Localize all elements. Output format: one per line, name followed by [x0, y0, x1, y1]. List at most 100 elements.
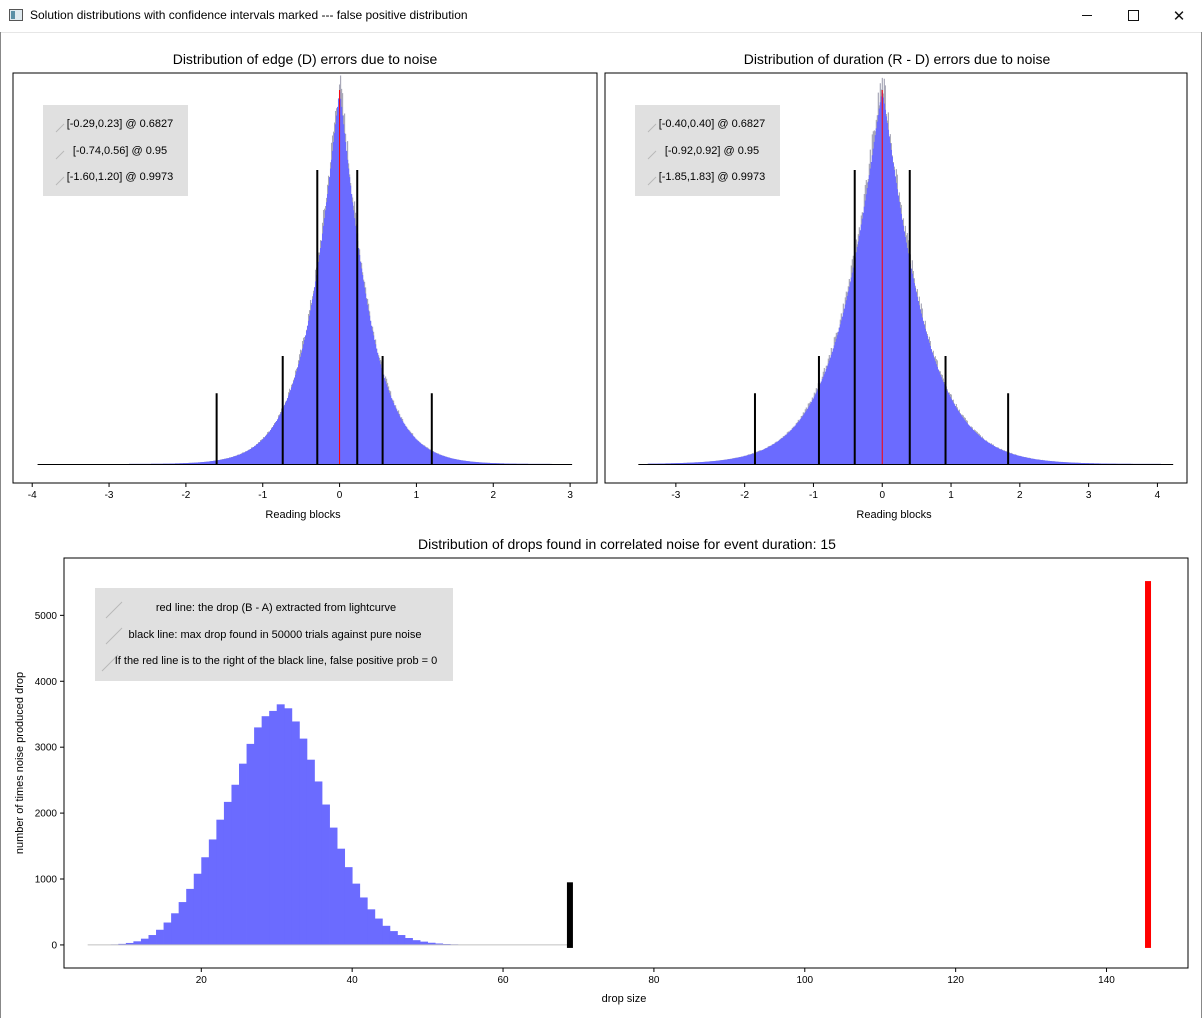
drop-bin-bar: [397, 935, 406, 945]
x-tick-label: -3: [105, 490, 114, 501]
legend-entry-duration-2: [-0.92,0.92] @ 0.95: [665, 145, 759, 157]
app-icon: [9, 9, 23, 21]
histogram-drops: [95, 704, 504, 945]
histogram-duration: [647, 77, 1171, 464]
duration-error-chart: Distribution of duration (R - D) errors …: [604, 51, 1188, 521]
x-axis-ticks-edge: -4 -3 -2 -1 0 1 2 3: [28, 483, 573, 501]
drop-bin-bar: [254, 727, 263, 945]
minimize-button[interactable]: [1064, 0, 1110, 31]
drop-distribution-chart: Distribution of drops found in correlate…: [14, 536, 1189, 1005]
legend-swatch-edge-3: [55, 176, 65, 186]
legend-entry-edge-3: [-1.60,1.20] @ 0.9973: [67, 171, 174, 183]
drop-bin-bar: [163, 922, 172, 945]
drop-bin-bar: [148, 935, 157, 945]
window-border-left: [0, 32, 1, 1018]
x-axis-label-duration: Reading blocks: [856, 509, 932, 521]
x-tick-label: 120: [947, 975, 964, 986]
x-tick-label: 0: [337, 490, 343, 501]
drop-bin-bar: [223, 801, 232, 945]
x-tick-label: 100: [796, 975, 813, 986]
drop-bin-bar: [178, 902, 187, 945]
drop-bin-bar: [201, 857, 210, 945]
maximize-icon: [1127, 10, 1139, 21]
x-axis-label-drops: drop size: [602, 993, 647, 1005]
drop-bin-bar: [186, 888, 195, 945]
histogram-bins: [74, 92, 571, 464]
y-tick-label: 1000: [35, 875, 58, 886]
x-tick-label: 1: [948, 490, 954, 501]
x-tick-label: -2: [740, 490, 749, 501]
drop-bin-bar: [344, 867, 353, 945]
legend-drops: red line: the drop (B - A) extracted fro…: [95, 588, 453, 681]
legend-swatch-duration-2: [647, 150, 657, 160]
legend-swatch-drops-3: [101, 654, 119, 672]
drop-bin-bar: [246, 743, 255, 945]
drop-bin-bar: [337, 848, 346, 945]
maximize-button[interactable]: [1110, 0, 1156, 31]
x-tick-label: 0: [879, 490, 885, 501]
y-tick-label: 0: [51, 940, 57, 951]
drop-bin-bar: [156, 929, 164, 945]
legend-box-duration: [635, 105, 780, 196]
interval-bars-edge: [215, 170, 433, 464]
legend-entry-drops-1: red line: the drop (B - A) extracted fro…: [156, 602, 396, 614]
legend-swatch-duration-1: [647, 123, 657, 133]
legend-swatch-edge-1: [55, 123, 65, 133]
drop-bin-bar: [216, 819, 225, 945]
close-icon: ✕: [1172, 7, 1186, 25]
red-line-extracted-drop: [1145, 581, 1152, 948]
legend-swatch-drops-1: [105, 601, 123, 619]
drop-bin-bar: [359, 897, 368, 945]
chart-title-edge: Distribution of edge (D) errors due to n…: [173, 51, 438, 67]
title-bar[interactable]: Solution distributions with confidence i…: [0, 0, 1202, 33]
drop-bin-bar: [133, 941, 142, 945]
drop-bin-bar: [420, 941, 428, 945]
drop-bin-bar: [374, 918, 383, 945]
drop-bin-bar: [352, 883, 361, 945]
x-tick-label: 40: [347, 975, 359, 986]
drop-bin-bar: [306, 759, 315, 945]
drop-bin-bar: [389, 931, 398, 945]
drop-bin-bar: [427, 942, 436, 945]
x-tick-label: 80: [648, 975, 660, 986]
drop-bin-bar: [329, 827, 338, 945]
chart-title-duration: Distribution of duration (R - D) errors …: [744, 51, 1051, 67]
legend-duration: [-0.40,0.40] @ 0.6827 [-0.92,0.92] @ 0.9…: [635, 105, 780, 196]
drop-bin-bar: [299, 738, 308, 945]
legend-entry-drops-2: black line: max drop found in 50000 tria…: [129, 629, 422, 641]
drop-bin-bar: [435, 943, 444, 945]
x-tick-label: 2: [1017, 490, 1023, 501]
drop-bin-bar: [140, 938, 149, 945]
y-tick-label: 3000: [35, 743, 58, 754]
y-tick-label: 5000: [35, 611, 58, 622]
x-tick-label: -1: [809, 490, 818, 501]
x-tick-label: -4: [28, 490, 37, 501]
x-tick-label: 20: [196, 975, 208, 986]
close-button[interactable]: ✕: [1156, 0, 1202, 31]
drop-bin-bar: [261, 716, 270, 945]
drop-bin-bar: [118, 943, 127, 945]
legend-swatch-edge-2: [55, 150, 65, 160]
drop-bin-bar: [314, 781, 323, 945]
y-tick-label: 2000: [35, 809, 58, 820]
drop-bin-bar: [208, 839, 217, 945]
legend-box-drops: [95, 588, 453, 681]
legend-swatch-duration-3: [647, 176, 657, 186]
legend-entry-drops-3: If the red line is to the right of the b…: [115, 655, 438, 667]
drop-bin-bar: [367, 909, 376, 945]
legend-swatch-drops-2: [105, 627, 123, 645]
legend-edge: [-0.29,0.23] @ 0.6827 [-0.74,0.56] @ 0.9…: [43, 105, 188, 196]
x-axis-label-edge: Reading blocks: [265, 509, 341, 521]
drop-bin-bar: [231, 784, 240, 945]
x-axis-ticks-duration: -3 -2 -1 0 1 2 3 4: [671, 483, 1161, 501]
histogram-edge: [74, 75, 571, 464]
y-axis-label-drops: number of times noise produced drop: [14, 672, 26, 854]
legend-entry-duration-1: [-0.40,0.40] @ 0.6827: [659, 118, 766, 130]
plots-canvas: Distribution of edge (D) errors due to n…: [12, 51, 1189, 1005]
drop-bin-bar: [382, 925, 391, 945]
drop-bin-bar: [171, 913, 180, 945]
x-tick-label: -1: [258, 490, 267, 501]
drop-bin-bar: [404, 938, 413, 945]
drop-bin-bar: [239, 763, 247, 945]
x-tick-label: 3: [567, 490, 573, 501]
